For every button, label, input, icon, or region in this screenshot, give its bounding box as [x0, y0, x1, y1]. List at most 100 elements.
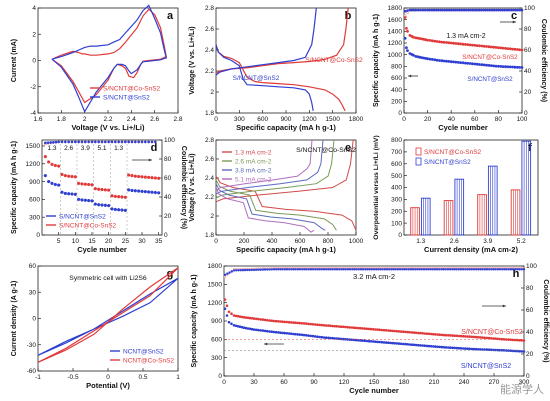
capacity-point — [518, 48, 522, 52]
voltage-profile — [215, 7, 317, 76]
ce-point — [268, 268, 271, 271]
capacity-point — [438, 59, 441, 62]
y-axis-label: Current density (A g-1) — [11, 281, 18, 357]
capacity-point — [454, 60, 458, 64]
capacity-point — [248, 327, 252, 331]
capacity-point — [432, 332, 435, 336]
capacity-point — [496, 64, 500, 68]
capacity-point — [376, 328, 379, 331]
capacity-point — [491, 348, 495, 352]
ce-point — [97, 140, 100, 144]
ce-point — [316, 268, 319, 271]
capacity-point — [157, 191, 161, 195]
capacity-point — [483, 336, 487, 340]
ce-point — [488, 268, 491, 271]
discharge-curve — [215, 183, 326, 231]
ce-point — [411, 268, 415, 271]
capacity-point — [150, 176, 154, 180]
capacity-point — [412, 343, 416, 347]
y-tick-label: 300 — [391, 197, 402, 204]
capacity-point — [147, 175, 151, 180]
ce-point — [57, 140, 60, 144]
ce-point — [452, 8, 455, 12]
ce-point — [130, 140, 134, 144]
capacity-point — [442, 59, 446, 63]
ce-point — [423, 8, 427, 12]
capacity-point — [518, 339, 521, 342]
capacity-point — [447, 60, 451, 63]
capacity-point — [476, 348, 480, 351]
panel-letter: c — [511, 10, 517, 22]
capacity-point — [274, 330, 278, 334]
legend-label: S/NCNT@SnS2 — [424, 159, 471, 166]
legend-label: 3.8 mA cm-2 — [235, 168, 272, 175]
y-tick-label: 0 — [398, 110, 402, 117]
y2-tick-label: 80 — [164, 156, 172, 163]
ce-point — [458, 8, 462, 12]
capacity-point — [327, 324, 330, 327]
capacity-point — [365, 327, 369, 331]
x-tick-label: 1.3 — [416, 238, 425, 245]
capacity-point — [302, 322, 306, 325]
y-tick-label: 1400 — [388, 29, 403, 36]
ce-point — [100, 140, 104, 144]
x-tick-label: 300 — [234, 116, 245, 123]
capacity-point — [395, 329, 399, 333]
ce-point — [435, 268, 439, 271]
ce-point — [372, 268, 376, 271]
capacity-point — [421, 332, 424, 335]
capacity-point — [63, 173, 67, 178]
capacity-point — [313, 323, 317, 326]
ce-point — [357, 268, 361, 271]
ce-point — [442, 268, 445, 271]
capacity-point — [457, 334, 461, 338]
capacity-point — [296, 321, 299, 325]
capacity-point — [480, 63, 484, 67]
x-tick-label: 90 — [310, 379, 318, 386]
ce-point — [46, 141, 50, 144]
capacity-point — [80, 182, 84, 186]
capacity-point — [509, 338, 513, 341]
capacity-point — [504, 65, 507, 69]
capacity-point — [485, 45, 489, 48]
ce-point — [507, 8, 511, 12]
y2-tick-label: 60 — [524, 47, 532, 54]
x-tick-label: 100 — [517, 116, 528, 123]
ce-point — [511, 268, 515, 271]
capacity-point — [414, 331, 418, 335]
capacity-point — [426, 57, 430, 61]
chart-panel-b: b 0 300 600 900 1200 1500 1800 1.8 2 2.2 2.4 2.6 2.8 S… — [189, 5, 364, 132]
ce-point — [499, 8, 502, 12]
capacity-point — [359, 339, 362, 342]
x-tick-label: 25 — [122, 238, 130, 245]
x-axis-label: Voltage (V vs. Li+/Li) — [71, 123, 145, 132]
x-tick-label: 1500 — [325, 116, 340, 123]
x-axis-label: Cycle number — [349, 386, 399, 395]
capacity-point — [313, 335, 317, 338]
ce-point — [74, 140, 77, 144]
capacity-point — [110, 194, 114, 198]
x-tick-label: 2.6 — [450, 238, 459, 245]
capacity-point — [232, 314, 236, 317]
ce-point — [464, 8, 468, 12]
capacity-point — [461, 42, 465, 46]
capacity-point — [137, 174, 141, 179]
ce-point — [333, 268, 337, 271]
ce-point — [466, 268, 469, 271]
capacity-point — [402, 342, 405, 346]
panel-letter: b — [345, 10, 352, 22]
rate-label: 1.3 — [47, 145, 56, 152]
chart-panel-e: e 0 200 400 600 800 1000 1.8 2 2.2 2.4 2.6 2.8 Specif… — [189, 137, 364, 254]
capacity-point — [404, 330, 407, 334]
ce-point — [283, 268, 287, 271]
x-tick-label: 40 — [448, 116, 456, 123]
capacity-point — [365, 339, 369, 343]
capacity-point — [475, 62, 479, 66]
ce-point — [342, 268, 345, 271]
capacity-point — [250, 316, 254, 320]
capacity-point — [240, 325, 244, 329]
y-tick-label: 0 — [398, 232, 402, 239]
capacity-point — [492, 64, 496, 68]
ce-point — [501, 268, 504, 271]
capacity-point — [223, 298, 227, 301]
